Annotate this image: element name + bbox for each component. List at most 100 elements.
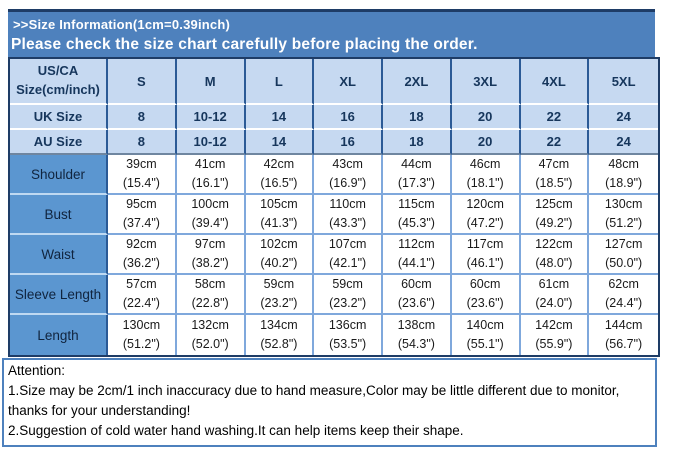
measurement-cell: 60cm (23.6") <box>383 275 452 315</box>
attention-title: Attention: <box>8 363 66 378</box>
size-system-label: AU Size <box>10 130 108 155</box>
measurement-cell: 97cm (38.2") <box>176 235 246 275</box>
measurement-row: Shoulder 39cm (15.4") 41cm (16.1") 42cm (16.5"… <box>10 155 658 195</box>
measurement-cm: 57cm <box>126 277 157 292</box>
measurement-cm: 122cm <box>535 237 573 252</box>
measurement-row: Waist 92cm (36.2") 97cm (38.2") 102cm (40.2") 1… <box>10 235 658 275</box>
measurement-cm: 102cm <box>260 237 298 252</box>
size-column-header: 3XL <box>451 59 521 105</box>
measurement-inch: (50.0") <box>605 256 643 270</box>
measurement-inch: (48.0") <box>535 256 573 270</box>
size-value-cell: 22 <box>520 130 590 155</box>
measurement-cell: 47cm (18.5") <box>520 155 590 195</box>
measurement-cm: 132cm <box>191 318 229 333</box>
measurement-cell: 132cm (52.0") <box>176 315 246 355</box>
measurement-cm: 130cm <box>604 197 643 212</box>
measurement-cell: 43cm (16.9") <box>314 155 383 195</box>
size-column-header: M <box>176 59 246 105</box>
measurement-cm: 42cm <box>263 157 295 172</box>
measurement-cm: 127cm <box>604 237 643 252</box>
measurement-cell: 125cm (49.2") <box>520 195 590 235</box>
measurement-cm: 140cm <box>466 318 504 333</box>
measurement-inch: (46.1") <box>466 256 504 270</box>
size-system-row: UK Size 8 10-12 14 16 18 20 22 24 <box>10 105 658 130</box>
measurement-cm: 59cm <box>263 277 295 292</box>
size-chart-table: US/CA Size(cm/inch) S M L XL 2XL 3XL 4XL 5XL UK Si… <box>8 57 660 357</box>
measurement-cm: 59cm <box>332 277 363 292</box>
measurement-cm: 61cm <box>538 277 570 292</box>
size-info-banner: >>Size Information(1cm=0.39inch) Please … <box>8 9 655 61</box>
table-header-row: US/CA Size(cm/inch) S M L XL 2XL 3XL 4XL 5XL <box>10 59 658 105</box>
measurement-cell: 62cm (24.4") <box>589 275 658 315</box>
measurement-cell: 61cm (24.0") <box>520 275 590 315</box>
size-value-cell: 18 <box>383 105 452 130</box>
measurement-cell: 130cm (51.2") <box>108 315 177 355</box>
measurement-cell: 60cm (23.6") <box>451 275 521 315</box>
size-value-cell: 20 <box>451 105 521 130</box>
measurement-cell: 42cm (16.5") <box>245 155 315 195</box>
measurement-cell: 110cm (43.3") <box>314 195 383 235</box>
measurement-inch: (52.8") <box>260 337 298 351</box>
measurement-inch: (51.2") <box>122 337 160 351</box>
size-value-cell: 22 <box>520 105 590 130</box>
size-column-header: XL <box>314 59 383 105</box>
attention-box: Attention: 1.Size may be 2cm/1 inch inac… <box>2 358 657 447</box>
size-value-cell: 24 <box>589 105 658 130</box>
banner-title: >>Size Information(1cm=0.39inch) <box>13 17 230 32</box>
corner-header-cell: US/CA Size(cm/inch) <box>10 59 108 105</box>
measurement-cell: 130cm (51.2") <box>589 195 658 235</box>
measurement-inch: (40.2") <box>260 256 298 270</box>
measurement-inch: (36.2") <box>122 256 160 270</box>
measurement-cell: 122cm (48.0") <box>520 235 590 275</box>
size-value-cell: 24 <box>589 130 658 155</box>
measurement-cell: 140cm (55.1") <box>451 315 521 355</box>
measurement-inch: (37.4") <box>122 216 160 230</box>
corner-header-line: Size(cm/inch) <box>16 82 100 97</box>
measurement-cell: 58cm (22.8") <box>176 275 246 315</box>
measurement-inch: (45.3") <box>397 216 435 230</box>
measurement-inch: (55.1") <box>466 337 504 351</box>
measurement-inch: (52.0") <box>191 337 229 351</box>
size-column-header: 2XL <box>383 59 452 105</box>
size-value-cell: 10-12 <box>176 130 246 155</box>
measurement-cm: 130cm <box>122 318 161 333</box>
measurement-cell: 59cm (23.2") <box>314 275 383 315</box>
attention-line-2: 2.Suggestion of cold water hand washing.… <box>8 423 464 438</box>
measurement-inch: (54.3") <box>397 337 435 351</box>
measurement-cm: 138cm <box>397 318 436 333</box>
measurement-cell: 59cm (23.2") <box>245 275 315 315</box>
measurement-inch: (23.2") <box>329 296 367 310</box>
measurement-inch: (24.4") <box>605 296 643 310</box>
measurement-cm: 41cm <box>194 157 226 172</box>
size-value-cell: 20 <box>451 130 521 155</box>
measurement-inch: (22.8") <box>191 296 229 310</box>
size-column-header: L <box>245 59 315 105</box>
measurement-cm: 60cm <box>401 277 432 292</box>
size-value-cell: 16 <box>314 105 383 130</box>
measurement-cm: 97cm <box>194 237 226 252</box>
measurement-cm: 117cm <box>466 237 504 252</box>
measurement-inch: (18.5") <box>535 176 573 190</box>
measurement-inch: (41.3") <box>260 216 298 230</box>
measurement-label: Length <box>10 315 108 355</box>
measurement-inch: (42.1") <box>329 256 367 270</box>
measurement-cm: 47cm <box>538 157 570 172</box>
measurement-cm: 107cm <box>328 237 367 252</box>
measurement-cm: 134cm <box>260 318 298 333</box>
measurement-cell: 95cm (37.4") <box>108 195 177 235</box>
measurement-cell: 107cm (42.1") <box>314 235 383 275</box>
measurement-cell: 92cm (36.2") <box>108 235 177 275</box>
size-value-cell: 18 <box>383 130 452 155</box>
measurement-cm: 110cm <box>329 197 366 212</box>
size-value-cell: 16 <box>314 130 383 155</box>
attention-line-1: 1.Size may be 2cm/1 inch inaccuracy due … <box>8 383 620 418</box>
measurement-inch: (39.4") <box>191 216 229 230</box>
measurement-cm: 105cm <box>260 197 298 212</box>
measurement-cell: 138cm (54.3") <box>383 315 452 355</box>
measurement-cell: 41cm (16.1") <box>176 155 246 195</box>
measurement-cell: 105cm (41.3") <box>245 195 315 235</box>
measurement-inch: (53.5") <box>329 337 367 351</box>
measurement-cm: 125cm <box>535 197 573 212</box>
measurement-cm: 44cm <box>401 157 432 172</box>
